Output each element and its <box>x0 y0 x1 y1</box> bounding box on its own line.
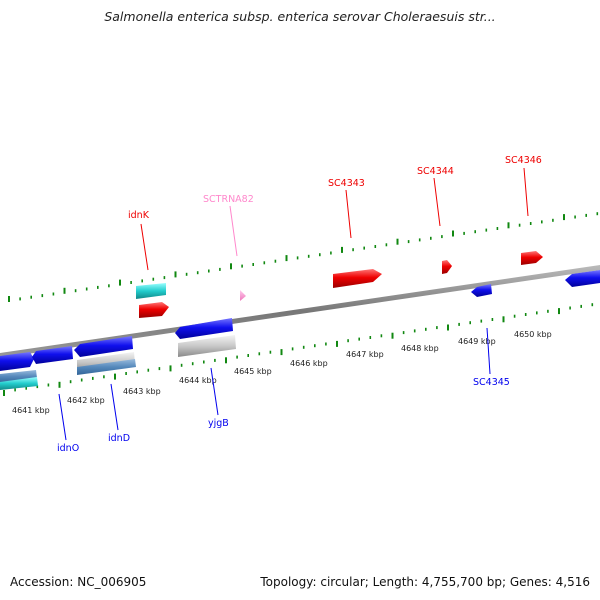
gene-sc4345[interactable] <box>471 284 492 297</box>
scale-label: 4645 kbp <box>234 367 272 376</box>
label-idnO[interactable]: idnO <box>57 443 79 454</box>
scale-label: 4649 kbp <box>458 337 496 346</box>
gene-labels: idnK SCTRNA82 SC4343 SC4344 SC4346 SC434… <box>57 155 542 454</box>
gene-sctrna82[interactable] <box>240 290 246 301</box>
map-title: Salmonella enterica subsp. enterica sero… <box>104 9 496 24</box>
gene-sc4343[interactable] <box>333 269 382 288</box>
callout-lines <box>58 167 529 441</box>
label-sc4345[interactable]: SC4345 <box>473 377 510 388</box>
gene-idnK-red[interactable] <box>139 302 169 318</box>
gene-idnK[interactable] <box>136 283 166 299</box>
label-sctrna82[interactable]: SCTRNA82 <box>203 194 254 205</box>
forward-genes <box>136 251 543 318</box>
scale-label: 4642 kbp <box>67 396 105 405</box>
gene-block[interactable] <box>32 346 73 364</box>
accession-text: Accession: NC_006905 <box>10 575 147 589</box>
gene-block[interactable] <box>74 336 133 357</box>
reverse-genes <box>0 270 600 390</box>
scale-label: 4648 kbp <box>401 344 439 353</box>
gene-block[interactable] <box>565 270 600 287</box>
label-idnD[interactable]: idnD <box>108 433 130 444</box>
scale-label: 4650 kbp <box>514 330 552 339</box>
scale-label: 4641 kbp <box>12 406 50 415</box>
gene-idnO[interactable] <box>0 370 37 383</box>
label-sc4343[interactable]: SC4343 <box>328 178 365 189</box>
gene-idnD-steel[interactable] <box>77 359 136 375</box>
scale-labels: 4641 kbp 4642 kbp 4643 kbp 4644 kbp 4645… <box>12 330 552 415</box>
gene-yjgB[interactable] <box>175 318 233 339</box>
genome-backbone <box>0 265 600 358</box>
gene-sc4344[interactable] <box>442 260 452 274</box>
label-sc4346[interactable]: SC4346 <box>505 155 542 166</box>
label-idnK[interactable]: idnK <box>128 210 150 221</box>
gene-idnO-cyan[interactable] <box>0 377 38 390</box>
label-sc4344[interactable]: SC4344 <box>417 166 454 177</box>
gene-sc4346[interactable] <box>521 251 543 265</box>
scale-label: 4646 kbp <box>290 359 328 368</box>
scale-label: 4647 kbp <box>346 350 384 359</box>
inner-tick-row <box>3 303 594 396</box>
gene-yjgB-gray[interactable] <box>178 335 236 357</box>
gene-block[interactable] <box>0 352 34 371</box>
scale-label: 4644 kbp <box>179 376 217 385</box>
topology-text: Topology: circular; Length: 4,755,700 bp… <box>260 575 590 589</box>
scale-label: 4643 kbp <box>123 387 161 396</box>
label-yjgB[interactable]: yjgB <box>208 418 229 429</box>
outer-tick-row <box>8 212 599 302</box>
